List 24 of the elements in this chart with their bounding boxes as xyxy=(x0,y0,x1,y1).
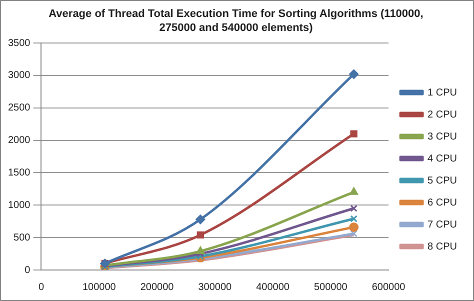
legend-label: 2 CPU xyxy=(428,109,457,120)
y-tick-label: 1500 xyxy=(8,167,31,178)
y-tick-label: 3500 xyxy=(8,38,31,49)
x-tick-label: 300000 xyxy=(198,282,232,293)
legend-label: 3 CPU xyxy=(428,131,457,142)
legend-label: 6 CPU xyxy=(428,197,457,208)
legend-label: 4 CPU xyxy=(428,153,457,164)
y-tick-label: 500 xyxy=(14,232,31,244)
x-tick-label: 200000 xyxy=(140,282,174,293)
legend-label: 8 CPU xyxy=(428,241,457,252)
x-tick-label: 500000 xyxy=(314,282,348,293)
x-tick-label: 600000 xyxy=(372,282,406,293)
x-tick-label: 400000 xyxy=(256,282,290,293)
chart-title: Average of Thread Total Execution Time for Sorting Algorithms (110000, 275000 and 540000 elements) xyxy=(48,7,424,35)
legend-label: 1 CPU xyxy=(428,87,457,98)
x-tick-label: 0 xyxy=(38,282,44,293)
y-tick-label: 3000 xyxy=(8,70,31,82)
y-tick-label: 2000 xyxy=(8,135,31,146)
x-tick-label: 100000 xyxy=(82,282,116,293)
legend-label: 7 CPU xyxy=(428,219,457,230)
y-tick-label: 2500 xyxy=(8,102,31,114)
y-tick-label: 1000 xyxy=(8,200,31,211)
legend-label: 5 CPU xyxy=(428,175,457,186)
y-tick-label: 0 xyxy=(24,264,31,276)
